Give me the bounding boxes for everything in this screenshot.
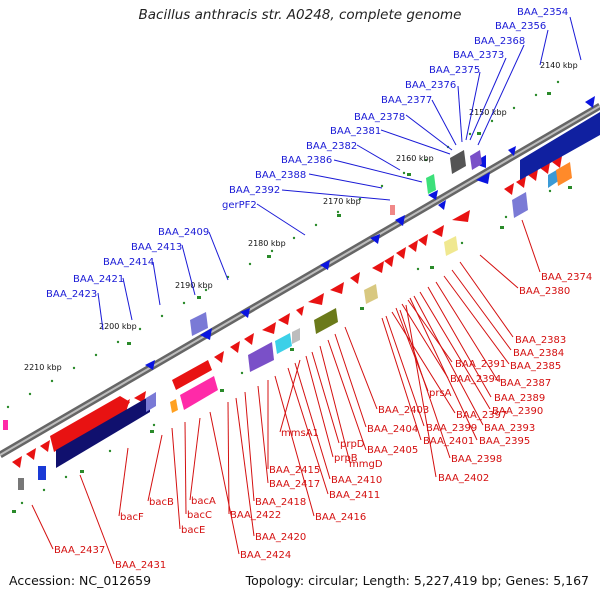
- gene-label: BAA_2381: [330, 126, 381, 137]
- gene-label: mmgD: [349, 459, 383, 470]
- gene-label: gerPF2: [222, 200, 257, 211]
- gene-label: BAA_2368: [474, 36, 525, 47]
- gene-label: bacE: [181, 525, 205, 536]
- gene-label: BAA_2399: [426, 423, 477, 434]
- gene-label: BAA_2376: [405, 80, 456, 91]
- feature-blocks: [3, 150, 572, 490]
- gene-label: BAA_2386: [281, 155, 332, 166]
- gene-label: BAA_2388: [255, 170, 306, 181]
- gene-label: BAA_2414: [103, 257, 154, 268]
- gene-label: BAA_2374: [541, 272, 592, 283]
- gene-label: BAA_2375: [429, 65, 480, 76]
- gene-label: BAA_2403: [378, 405, 429, 416]
- kbp-marker: 2150 kbp: [469, 108, 507, 117]
- gene-label: BAA_2390: [492, 406, 543, 417]
- kbp-marker: 2170 kbp: [323, 197, 361, 206]
- gene-label: BAA_2393: [484, 423, 535, 434]
- gene-label: BAA_2431: [115, 560, 166, 571]
- gene-label: prpB: [334, 453, 358, 464]
- gene-label: BAA_2402: [438, 473, 489, 484]
- genome-backbone: [0, 102, 600, 459]
- gene-label: BAA_2421: [73, 274, 124, 285]
- gene-label: BAA_2401: [423, 436, 474, 447]
- gene-label: BAA_2354: [517, 7, 568, 18]
- red-gene-labels: BAA_2374 BAA_2380 BAA_2383 BAA_2384 BAA_…: [54, 272, 592, 571]
- kbp-marker: 2210 kbp: [24, 363, 62, 372]
- forward-genes: [12, 156, 562, 468]
- gene-label: BAA_2378: [354, 112, 405, 123]
- gene-label: BAA_2415: [269, 465, 320, 476]
- gene-label: BAA_2420: [255, 532, 306, 543]
- gene-label: BAA_2409: [158, 227, 209, 238]
- blue-label-leaders: [97, 16, 582, 331]
- gene-label: BAA_2383: [515, 335, 566, 346]
- gene-label: BAA_2394: [450, 374, 501, 385]
- kbp-marker: 2200 kbp: [99, 322, 137, 331]
- kbp-markers: 2140 kbp 2150 kbp 2160 kbp 2170 kbp 2180…: [24, 61, 578, 372]
- gene-label: BAA_2385: [510, 361, 561, 372]
- gene-label: BAA_2387: [500, 378, 551, 389]
- gene-label: BAA_2395: [479, 436, 530, 447]
- gene-label: BAA_2416: [315, 512, 366, 523]
- gene-label: BAA_2380: [519, 286, 570, 297]
- kbp-marker: 2140 kbp: [540, 61, 578, 70]
- gene-label: BAA_2423: [46, 289, 97, 300]
- reverse-genes: [38, 96, 600, 480]
- gene-label: BAA_2382: [306, 141, 357, 152]
- blue-gene-labels: BAA_2354 BAA_2356 BAA_2368 BAA_2373 BAA_…: [46, 7, 568, 300]
- gene-label: bacB: [149, 497, 174, 508]
- gene-label: BAA_2398: [451, 454, 502, 465]
- genome-title: Bacillus anthracis str. A0248, complete …: [138, 7, 462, 23]
- gene-label: BAA_2392: [229, 185, 280, 196]
- gene-label: mmsA1: [281, 428, 319, 439]
- kbp-marker: 2190 kbp: [175, 281, 213, 290]
- gene-label: BAA_2405: [367, 445, 418, 456]
- gene-label: BAA_2437: [54, 545, 105, 556]
- gene-label: BAA_2356: [495, 21, 546, 32]
- gene-label: BAA_2397: [456, 410, 507, 421]
- gene-label: BAA_2404: [367, 424, 418, 435]
- gene-label: BAA_2411: [329, 490, 380, 501]
- kbp-marker: 2160 kbp: [396, 154, 434, 163]
- gene-label: BAA_2410: [331, 475, 382, 486]
- gene-label: bacF: [120, 512, 144, 523]
- gene-label: prpD: [340, 439, 365, 450]
- red-label-leaders: [31, 219, 541, 565]
- gene-label: BAA_2384: [513, 348, 564, 359]
- gene-label: bacC: [187, 510, 212, 521]
- gene-label: BAA_2424: [240, 550, 291, 561]
- gene-label: prsA: [429, 388, 452, 399]
- gene-label: BAA_2418: [255, 497, 306, 508]
- topology-text: Topology: circular; Length: 5,227,419 bp…: [245, 573, 589, 588]
- accession-text: Accession: NC_012659: [9, 573, 152, 588]
- kbp-marker: 2180 kbp: [248, 239, 286, 248]
- gene-label: BAA_2377: [381, 95, 432, 106]
- gene-label: BAA_2413: [131, 242, 182, 253]
- gene-label: bacA: [191, 496, 216, 507]
- gene-label: BAA_2389: [494, 393, 545, 404]
- gene-label: BAA_2391: [455, 359, 506, 370]
- gene-label: BAA_2422: [230, 510, 281, 521]
- gene-label: BAA_2417: [269, 479, 320, 490]
- gene-label: BAA_2373: [453, 50, 504, 61]
